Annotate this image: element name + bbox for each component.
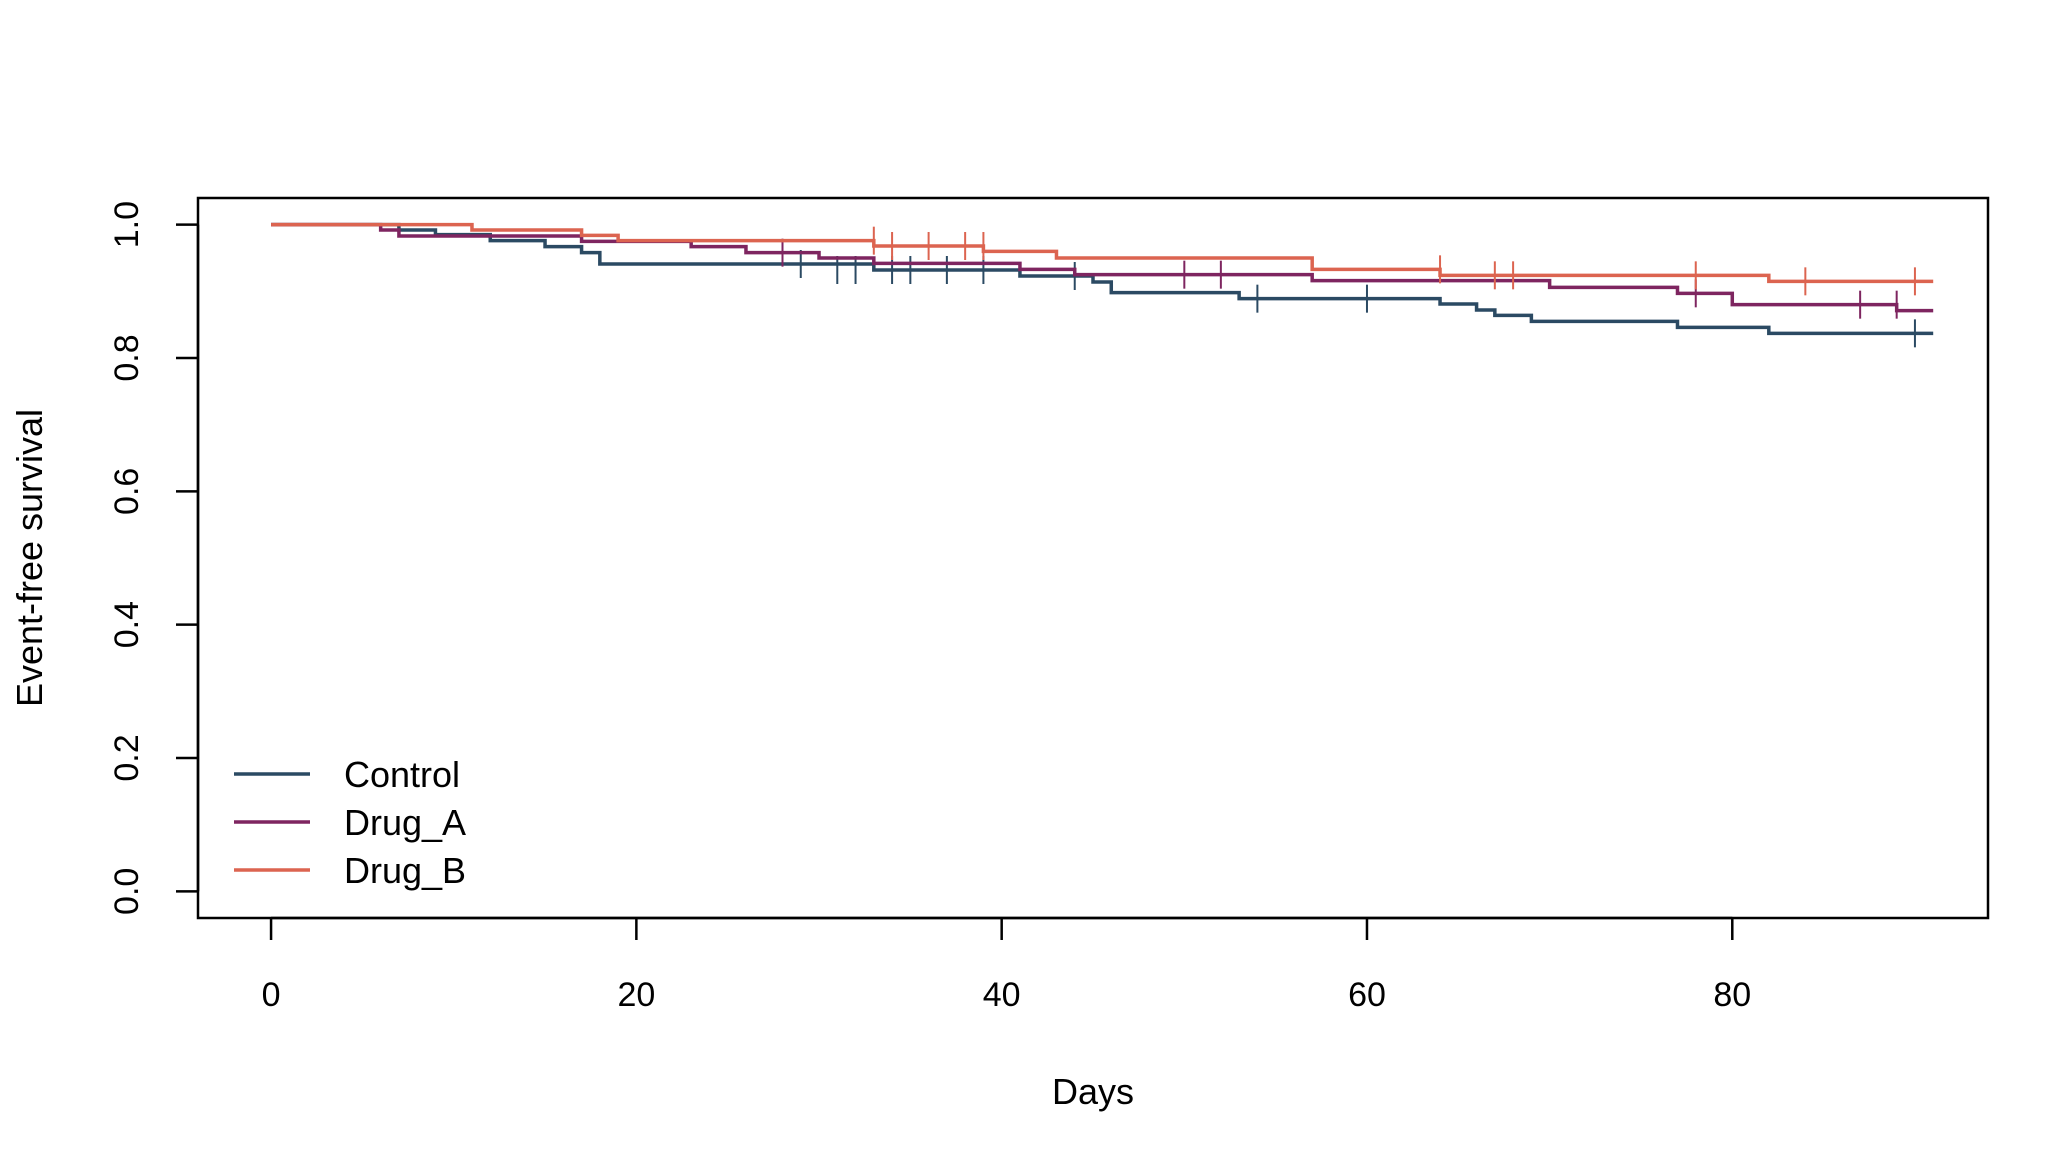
x-tick-label: 60 [1348,976,1386,1014]
legend-label: Control [344,754,460,795]
survival-curve [271,222,1934,336]
y-axis: 0.0 0.2 0.4 0.6 0.8 1.0 [108,201,200,915]
series-drug-b [271,222,1934,296]
y-tick-label: 0.8 [108,334,146,381]
x-axis-title: Days [1052,1071,1134,1112]
x-tick-label: 20 [617,976,655,1014]
y-tick-label: 0.4 [108,601,146,648]
y-axis-title: Event-free survival [9,409,50,707]
legend: Control Drug_A Drug_B [234,754,466,891]
series-control [271,222,1934,348]
x-tick-label: 0 [262,976,281,1014]
legend-label: Drug_A [344,802,466,843]
y-tick-label: 0.6 [108,468,146,515]
y-tick-label: 0.0 [108,868,146,915]
y-tick-label: 0.2 [108,734,146,781]
y-tick-label: 1.0 [108,201,146,248]
plot-frame [196,196,1990,920]
survival-curve [271,222,1934,313]
x-tick-label: 40 [983,976,1021,1014]
series-drug-a [271,222,1934,319]
x-axis: 0 20 40 60 80 [262,916,1751,1014]
series-layer [271,222,1934,348]
legend-label: Drug_B [344,850,466,891]
x-tick-label: 80 [1713,976,1751,1014]
survival-curve [271,222,1934,284]
